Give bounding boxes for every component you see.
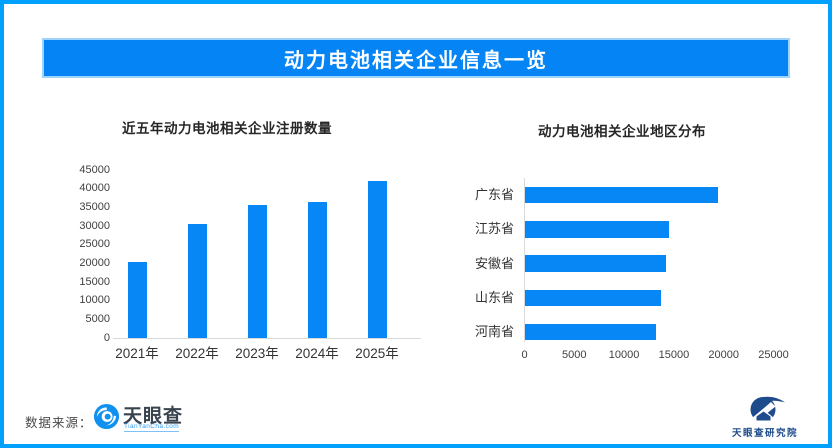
x-axis-category-label: 2023年	[235, 346, 279, 361]
region-bar	[525, 323, 657, 341]
tianyancha-logo: 天眼查 TianYanCha.com	[93, 401, 203, 435]
x-axis-tick-label: 5000	[562, 349, 587, 361]
x-axis-tick-label: 20000	[708, 349, 739, 361]
tianyancha-eye-icon	[93, 403, 120, 430]
x-axis-tick-label: 25000	[758, 349, 789, 361]
column-bar	[127, 262, 147, 338]
page-title: 动力电池相关企业信息一览	[284, 49, 548, 72]
region-bar	[525, 255, 667, 272]
region-bar	[525, 289, 662, 307]
y-axis-tick-label: 15000	[79, 275, 110, 288]
x-axis-line	[113, 338, 421, 339]
data-source-label: 数据来源：	[25, 416, 93, 430]
y-axis-category-label: 安徽省	[474, 255, 514, 271]
y-axis-category-label: 山东省	[474, 289, 514, 305]
x-axis-category-label: 2024年	[295, 346, 339, 361]
x-axis-category-label: 2021年	[115, 346, 159, 361]
bar-chart-title: 动力电池相关企业地区分布	[538, 124, 706, 139]
x-axis-tick-label: 15000	[658, 349, 690, 361]
column-bar	[307, 202, 327, 338]
research-institute-logo: 天眼查研究院	[723, 395, 807, 439]
y-axis-tick-label: 35000	[79, 200, 110, 213]
x-axis-tick-label: 0	[521, 349, 528, 361]
x-axis-category-label: 2025年	[355, 346, 399, 361]
y-axis-line	[524, 178, 525, 342]
column-bar	[247, 205, 267, 338]
region-bar	[525, 186, 719, 204]
y-axis-tick-label: 25000	[79, 238, 110, 251]
column-bar	[187, 224, 207, 338]
column-chart-title: 近五年动力电池相关企业注册数量	[122, 121, 332, 136]
tianyancha-research-icon	[749, 396, 785, 422]
research-institute-label: 天眼查研究院	[731, 428, 798, 439]
region-bar	[525, 221, 670, 238]
y-axis-tick-label: 0	[103, 331, 110, 344]
y-axis-tick-label: 45000	[79, 163, 110, 176]
y-axis-tick-label: 40000	[79, 182, 110, 195]
tianyancha-wordmark: 天眼查	[123, 406, 184, 427]
page-title-banner: 动力电池相关企业信息一览	[42, 38, 790, 78]
tianyancha-url: TianYanCha.com	[124, 423, 180, 432]
x-axis-category-label: 2022年	[175, 346, 219, 361]
y-axis-tick-label: 5000	[85, 312, 110, 325]
column-bar	[367, 180, 387, 338]
y-axis-tick-label: 30000	[79, 219, 110, 232]
y-axis-category-label: 广东省	[474, 186, 514, 202]
y-axis-tick-label: 10000	[79, 294, 110, 307]
x-axis-tick-label: 10000	[608, 349, 640, 361]
y-axis-category-label: 江苏省	[474, 221, 514, 237]
y-axis-tick-label: 20000	[79, 256, 110, 269]
y-axis-category-label: 河南省	[474, 324, 514, 340]
